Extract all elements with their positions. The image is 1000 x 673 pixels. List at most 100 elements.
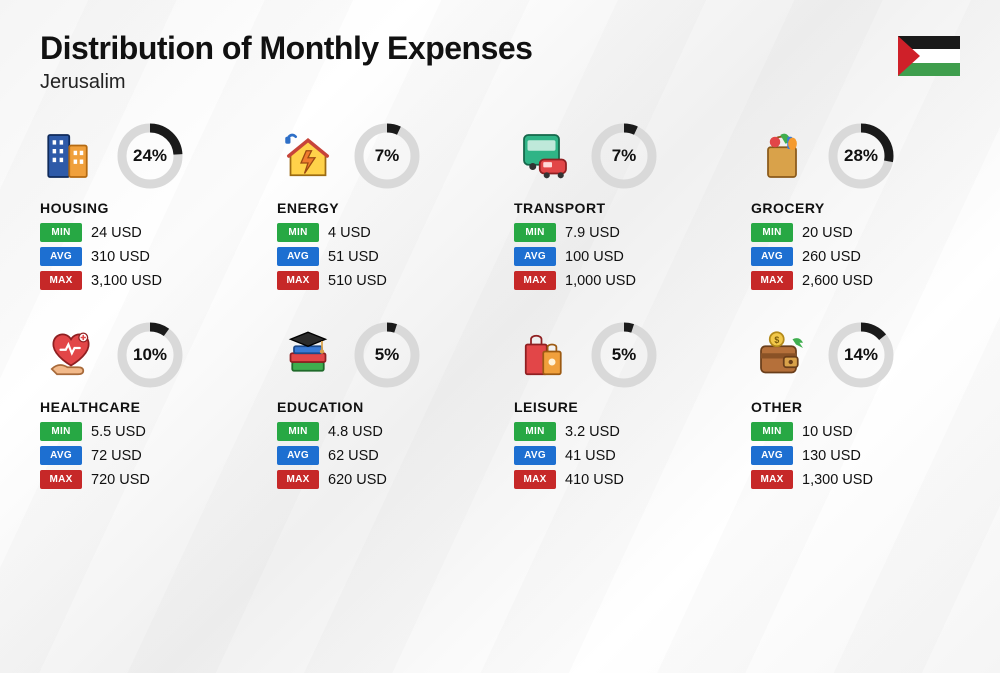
category-card-education: 5% EDUCATION MIN 4.8 USD AVG 62 USD MAX … — [277, 321, 486, 494]
stat-avg: AVG 51 USD — [277, 247, 486, 266]
max-badge: MAX — [514, 271, 556, 290]
stat-avg: AVG 72 USD — [40, 446, 249, 465]
bus-car-icon — [514, 127, 576, 185]
category-name: HEALTHCARE — [40, 399, 249, 415]
max-value: 3,100 USD — [91, 273, 162, 289]
category-card-energy: 7% ENERGY MIN 4 USD AVG 51 USD MAX 510 U… — [277, 122, 486, 295]
min-badge: MIN — [40, 422, 82, 441]
flag-triangle — [898, 36, 920, 76]
avg-value: 62 USD — [328, 448, 379, 464]
stat-min: MIN 10 USD — [751, 422, 960, 441]
min-value: 4 USD — [328, 225, 371, 241]
category-name: ENERGY — [277, 200, 486, 216]
min-badge: MIN — [751, 422, 793, 441]
avg-value: 51 USD — [328, 249, 379, 265]
category-card-leisure: 5% LEISURE MIN 3.2 USD AVG 41 USD MAX 41… — [514, 321, 723, 494]
max-value: 720 USD — [91, 472, 150, 488]
max-value: 410 USD — [565, 472, 624, 488]
min-value: 4.8 USD — [328, 424, 383, 440]
flag-icon — [898, 36, 960, 76]
wallet-icon: $ — [751, 326, 813, 384]
max-value: 1,300 USD — [802, 472, 873, 488]
percent-ring: 7% — [590, 122, 658, 190]
avg-badge: AVG — [751, 446, 793, 465]
min-badge: MIN — [751, 223, 793, 242]
min-value: 5.5 USD — [91, 424, 146, 440]
avg-value: 41 USD — [565, 448, 616, 464]
percent-ring: 5% — [353, 321, 421, 389]
min-value: 20 USD — [802, 225, 853, 241]
avg-badge: AVG — [277, 446, 319, 465]
percent-value: 5% — [590, 321, 658, 389]
percent-ring: 7% — [353, 122, 421, 190]
avg-badge: AVG — [40, 446, 82, 465]
percent-value: 14% — [827, 321, 895, 389]
header: Distribution of Monthly Expenses Jerusal… — [40, 30, 960, 94]
min-badge: MIN — [514, 223, 556, 242]
percent-value: 5% — [353, 321, 421, 389]
min-value: 7.9 USD — [565, 225, 620, 241]
category-card-housing: 24% HOUSING MIN 24 USD AVG 310 USD MAX 3… — [40, 122, 249, 295]
percent-value: 10% — [116, 321, 184, 389]
stat-min: MIN 5.5 USD — [40, 422, 249, 441]
avg-value: 260 USD — [802, 249, 861, 265]
category-name: OTHER — [751, 399, 960, 415]
heart-hand-icon — [40, 326, 102, 384]
category-name: LEISURE — [514, 399, 723, 415]
stat-max: MAX 510 USD — [277, 271, 486, 290]
stat-avg: AVG 130 USD — [751, 446, 960, 465]
min-badge: MIN — [277, 422, 319, 441]
category-card-grocery: 28% GROCERY MIN 20 USD AVG 260 USD MAX 2… — [751, 122, 960, 295]
max-value: 2,600 USD — [802, 273, 873, 289]
avg-badge: AVG — [751, 247, 793, 266]
percent-ring: 14% — [827, 321, 895, 389]
avg-badge: AVG — [277, 247, 319, 266]
category-name: EDUCATION — [277, 399, 486, 415]
min-value: 24 USD — [91, 225, 142, 241]
stat-max: MAX 3,100 USD — [40, 271, 249, 290]
percent-value: 7% — [353, 122, 421, 190]
max-value: 1,000 USD — [565, 273, 636, 289]
svg-text:$: $ — [774, 335, 779, 345]
category-name: HOUSING — [40, 200, 249, 216]
stat-avg: AVG 62 USD — [277, 446, 486, 465]
stat-avg: AVG 260 USD — [751, 247, 960, 266]
stat-max: MAX 410 USD — [514, 470, 723, 489]
max-value: 620 USD — [328, 472, 387, 488]
avg-value: 72 USD — [91, 448, 142, 464]
max-badge: MAX — [40, 470, 82, 489]
stat-avg: AVG 41 USD — [514, 446, 723, 465]
grocery-bag-icon — [751, 127, 813, 185]
percent-ring: 5% — [590, 321, 658, 389]
category-name: TRANSPORT — [514, 200, 723, 216]
max-badge: MAX — [40, 271, 82, 290]
category-card-transport: 7% TRANSPORT MIN 7.9 USD AVG 100 USD MAX… — [514, 122, 723, 295]
shopping-bags-icon — [514, 326, 576, 384]
avg-badge: AVG — [40, 247, 82, 266]
max-badge: MAX — [514, 470, 556, 489]
energy-house-icon — [277, 127, 339, 185]
stat-max: MAX 1,000 USD — [514, 271, 723, 290]
category-card-other: $ 14% OTHER MIN 10 USD AVG 130 USD MAX 1… — [751, 321, 960, 494]
percent-value: 28% — [827, 122, 895, 190]
stat-min: MIN 4.8 USD — [277, 422, 486, 441]
max-badge: MAX — [277, 271, 319, 290]
stat-min: MIN 4 USD — [277, 223, 486, 242]
title-block: Distribution of Monthly Expenses Jerusal… — [40, 30, 532, 94]
stat-min: MIN 20 USD — [751, 223, 960, 242]
max-badge: MAX — [277, 470, 319, 489]
percent-ring: 10% — [116, 321, 184, 389]
stat-min: MIN 3.2 USD — [514, 422, 723, 441]
category-name: GROCERY — [751, 200, 960, 216]
buildings-icon — [40, 127, 102, 185]
min-badge: MIN — [40, 223, 82, 242]
stat-avg: AVG 100 USD — [514, 247, 723, 266]
category-card-healthcare: 10% HEALTHCARE MIN 5.5 USD AVG 72 USD MA… — [40, 321, 249, 494]
stat-max: MAX 2,600 USD — [751, 271, 960, 290]
page-title: Distribution of Monthly Expenses — [40, 30, 532, 67]
stat-avg: AVG 310 USD — [40, 247, 249, 266]
avg-value: 100 USD — [565, 249, 624, 265]
min-badge: MIN — [277, 223, 319, 242]
stat-min: MIN 24 USD — [40, 223, 249, 242]
percent-ring: 24% — [116, 122, 184, 190]
